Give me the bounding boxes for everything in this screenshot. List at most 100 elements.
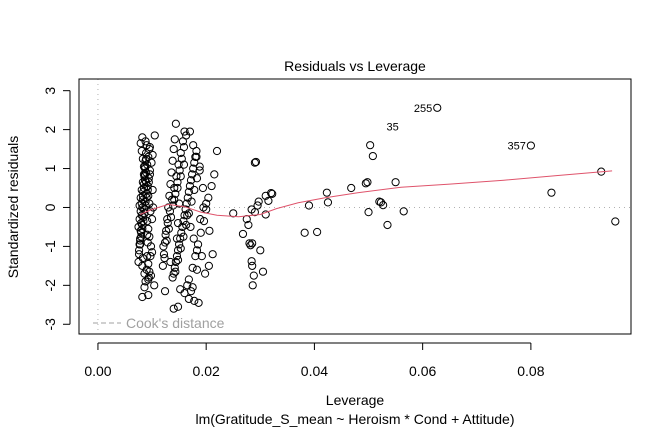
x-axis: 0.00 0.02 0.04 0.06 0.08 bbox=[84, 342, 545, 379]
point-label: 357 bbox=[508, 141, 526, 153]
data-point bbox=[138, 178, 147, 187]
data-point bbox=[376, 198, 386, 207]
data-point bbox=[170, 195, 179, 204]
data-point bbox=[322, 188, 331, 197]
data-point bbox=[238, 229, 248, 239]
data-point bbox=[196, 215, 205, 224]
data-point bbox=[171, 189, 180, 198]
data-point bbox=[251, 157, 261, 167]
data-point bbox=[383, 220, 392, 230]
data-point bbox=[158, 261, 167, 270]
data-point bbox=[145, 170, 154, 179]
data-point bbox=[143, 230, 152, 239]
data-point bbox=[140, 170, 150, 179]
plot-frame bbox=[78, 78, 632, 335]
data-point bbox=[144, 178, 153, 187]
legend-label: Cook's distance bbox=[126, 315, 225, 331]
data-point bbox=[185, 127, 195, 136]
data-point bbox=[244, 220, 253, 230]
data-point bbox=[142, 154, 151, 163]
data-point bbox=[198, 183, 208, 193]
data-point bbox=[145, 143, 154, 152]
data-point bbox=[186, 176, 196, 185]
x-tick-label: 0.00 bbox=[84, 363, 111, 379]
data-point bbox=[136, 193, 145, 202]
data-point bbox=[180, 211, 189, 220]
data-point bbox=[182, 220, 191, 230]
data-point bbox=[159, 250, 169, 259]
data-point bbox=[176, 244, 185, 253]
data-point bbox=[144, 290, 153, 300]
data-point bbox=[189, 234, 198, 243]
data-point bbox=[138, 292, 147, 302]
data-point bbox=[186, 222, 195, 232]
data-point bbox=[210, 170, 219, 179]
data-point bbox=[139, 216, 148, 226]
data-point bbox=[313, 227, 322, 237]
x-tick-label: 0.08 bbox=[517, 363, 544, 379]
data-point bbox=[176, 285, 185, 294]
data-point bbox=[138, 224, 147, 233]
x-tick-label: 0.06 bbox=[409, 363, 436, 379]
data-point bbox=[190, 158, 199, 167]
data-point bbox=[171, 267, 180, 276]
data-point bbox=[145, 232, 154, 241]
data-point bbox=[179, 232, 188, 241]
data-point bbox=[144, 259, 153, 269]
data-point bbox=[191, 252, 200, 261]
subtitle: lm(Gratitude_S_mean ~ Heroism * Cond + A… bbox=[195, 411, 514, 427]
data-point bbox=[176, 172, 185, 181]
data-point bbox=[261, 210, 270, 219]
data-point bbox=[204, 261, 213, 270]
data-point bbox=[193, 240, 203, 249]
data-point bbox=[190, 296, 199, 306]
data-point bbox=[199, 216, 209, 226]
data-point bbox=[147, 215, 157, 224]
data-point bbox=[190, 185, 199, 195]
data-point bbox=[267, 188, 276, 198]
data-point bbox=[184, 209, 193, 218]
data-point bbox=[141, 137, 150, 146]
data-point bbox=[250, 158, 259, 167]
y-tick-label: -1 bbox=[42, 240, 58, 253]
data-point bbox=[256, 246, 265, 255]
y-tick-label: 2 bbox=[42, 126, 58, 134]
data-point bbox=[368, 151, 377, 161]
data-point bbox=[170, 135, 179, 144]
data-point bbox=[264, 196, 273, 205]
data-point bbox=[347, 183, 356, 193]
data-point bbox=[135, 201, 144, 210]
data-point bbox=[526, 141, 535, 150]
data-point bbox=[433, 103, 442, 112]
data-point bbox=[173, 302, 183, 311]
point-label: 35 bbox=[386, 121, 398, 133]
data-point bbox=[177, 228, 186, 237]
data-point bbox=[160, 238, 170, 247]
data-point bbox=[361, 179, 370, 188]
data-point bbox=[247, 257, 256, 266]
data-point bbox=[248, 281, 257, 290]
data-point bbox=[162, 226, 171, 235]
data-point bbox=[164, 224, 173, 233]
data-point bbox=[169, 144, 178, 154]
data-point bbox=[172, 252, 182, 261]
smooth-line bbox=[140, 170, 613, 218]
data-point bbox=[175, 166, 184, 175]
data-point bbox=[399, 207, 408, 216]
data-point bbox=[188, 263, 197, 272]
data-point bbox=[192, 265, 202, 274]
data-point bbox=[169, 269, 178, 278]
data-point bbox=[137, 232, 146, 241]
legend: Cook's distance bbox=[93, 315, 225, 331]
data-point bbox=[180, 289, 189, 298]
data-point bbox=[137, 228, 146, 237]
data-point bbox=[208, 250, 217, 259]
data-point bbox=[173, 255, 183, 265]
data-point bbox=[148, 185, 157, 195]
data-point bbox=[196, 228, 205, 237]
data-point bbox=[268, 189, 277, 198]
data-point bbox=[148, 150, 157, 160]
data-point bbox=[146, 242, 156, 251]
data-point bbox=[136, 139, 145, 148]
